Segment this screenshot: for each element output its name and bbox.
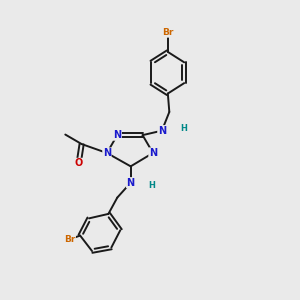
Text: N: N <box>158 126 166 136</box>
Text: N: N <box>127 178 135 188</box>
Text: H: H <box>148 181 155 190</box>
Text: Br: Br <box>162 28 173 37</box>
Text: Br: Br <box>64 235 75 244</box>
Text: N: N <box>113 130 122 140</box>
Text: H: H <box>181 124 188 133</box>
Text: O: O <box>74 158 83 168</box>
Text: N: N <box>149 148 157 158</box>
Text: N: N <box>103 148 111 158</box>
